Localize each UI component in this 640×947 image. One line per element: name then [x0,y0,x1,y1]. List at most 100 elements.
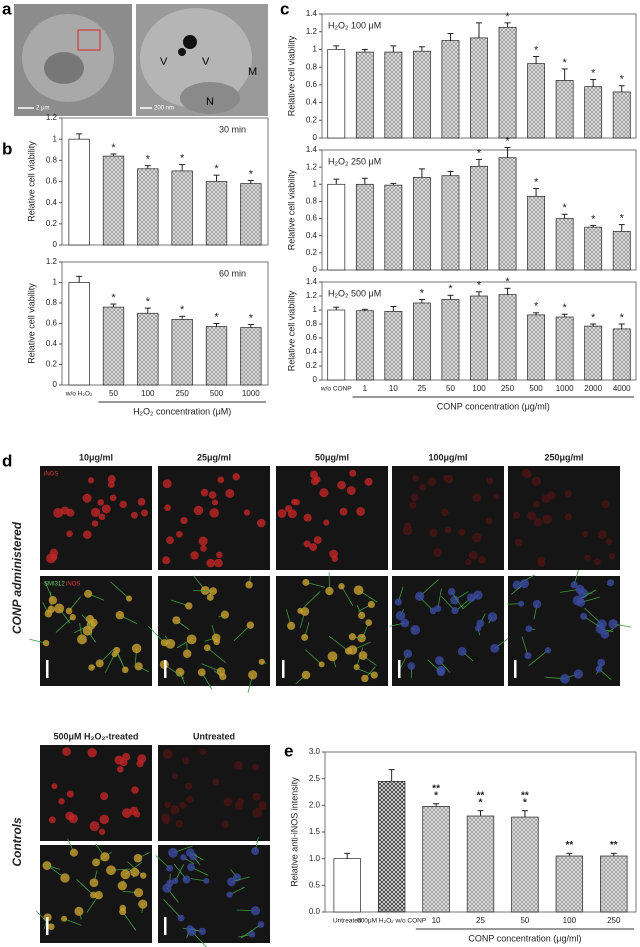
bar [498,26,517,139]
y-tick-label: 1 [313,45,318,54]
y-tick-label: 0.6 [46,177,58,186]
x-tick-label: 500 [529,384,543,393]
bar [102,155,125,246]
bar [498,157,517,271]
cell [179,801,187,810]
bar [355,183,374,271]
cell [457,647,467,656]
cell [42,639,50,647]
y-axis-label: Relative cell viability [286,169,296,250]
y-tick-label: 1 [53,278,58,287]
significance: * [591,213,596,225]
cell [82,625,93,636]
cell [415,591,425,601]
cell [91,520,99,527]
cell [409,501,417,509]
x-tick-label: 100 [472,384,486,393]
cell [402,525,413,536]
bar [470,165,488,271]
cell [98,828,106,836]
bar [555,80,574,139]
cell [358,611,366,620]
cell [42,861,52,870]
bar [327,183,346,271]
cell [126,595,133,602]
y-tick-label: 0.4 [46,198,58,207]
cell [252,792,261,801]
bar [137,312,159,386]
significance: * [448,283,453,295]
bar [498,294,517,381]
cell [162,749,173,759]
cell [84,589,93,598]
cell [370,671,378,679]
cell [349,469,357,477]
significance: * [534,301,539,313]
cell [257,921,265,928]
cell [186,925,194,933]
cell [512,511,521,519]
cell [434,656,444,665]
plot-frame [61,117,269,246]
cell [171,773,179,780]
cell [353,585,364,596]
bar [240,327,262,386]
bar [441,299,460,381]
cell [607,579,615,587]
cell [303,540,311,548]
cell [175,819,184,828]
cell [542,514,552,525]
y-tick-label: 1.2 [46,257,58,266]
cell [209,508,219,518]
cell [177,914,185,922]
cell [94,891,103,900]
bar [355,51,374,139]
cell [51,783,58,790]
y-tick-label: 1 [313,179,318,188]
x-tick-label: 100 [141,389,155,398]
cell [258,658,265,665]
y-tick-label: 0.2 [46,360,58,369]
cell [116,766,124,773]
cell [476,619,485,628]
significance: * [534,176,539,188]
cell [443,474,450,482]
cell [581,530,589,538]
y-tick-label: 0.2 [46,219,58,228]
cell [106,865,116,876]
cell [131,643,142,654]
significance: * [505,276,510,288]
cell [285,505,293,513]
cell [410,493,419,502]
cell [193,505,204,516]
cell [309,543,318,552]
significance: ** [610,840,618,851]
cell [82,530,92,539]
x-tick-label: 500 [210,389,224,398]
cell [310,470,318,479]
cell [119,758,128,767]
cell [564,490,572,498]
cell [441,508,449,517]
x-tick-label: 500μM H₂O₂ w/o CONP [357,918,426,925]
cell [537,558,546,567]
fluorescence-image [508,466,620,570]
column-label: 10μg/ml [79,452,113,462]
cell [297,607,304,614]
cell [243,509,251,516]
cell [301,670,311,680]
bar [612,91,631,139]
cell [313,536,322,545]
y-tick-label: 1 [313,305,318,314]
cell [532,599,542,609]
cell [134,662,143,671]
cell [575,584,585,594]
cell [208,491,217,499]
cell [182,875,191,884]
neurite [63,918,82,926]
cell [166,864,174,872]
neurite [163,899,182,919]
bar [612,231,631,271]
y-tick-label: 0 [53,380,58,389]
y-axis-label: Relative cell viability [286,290,296,371]
